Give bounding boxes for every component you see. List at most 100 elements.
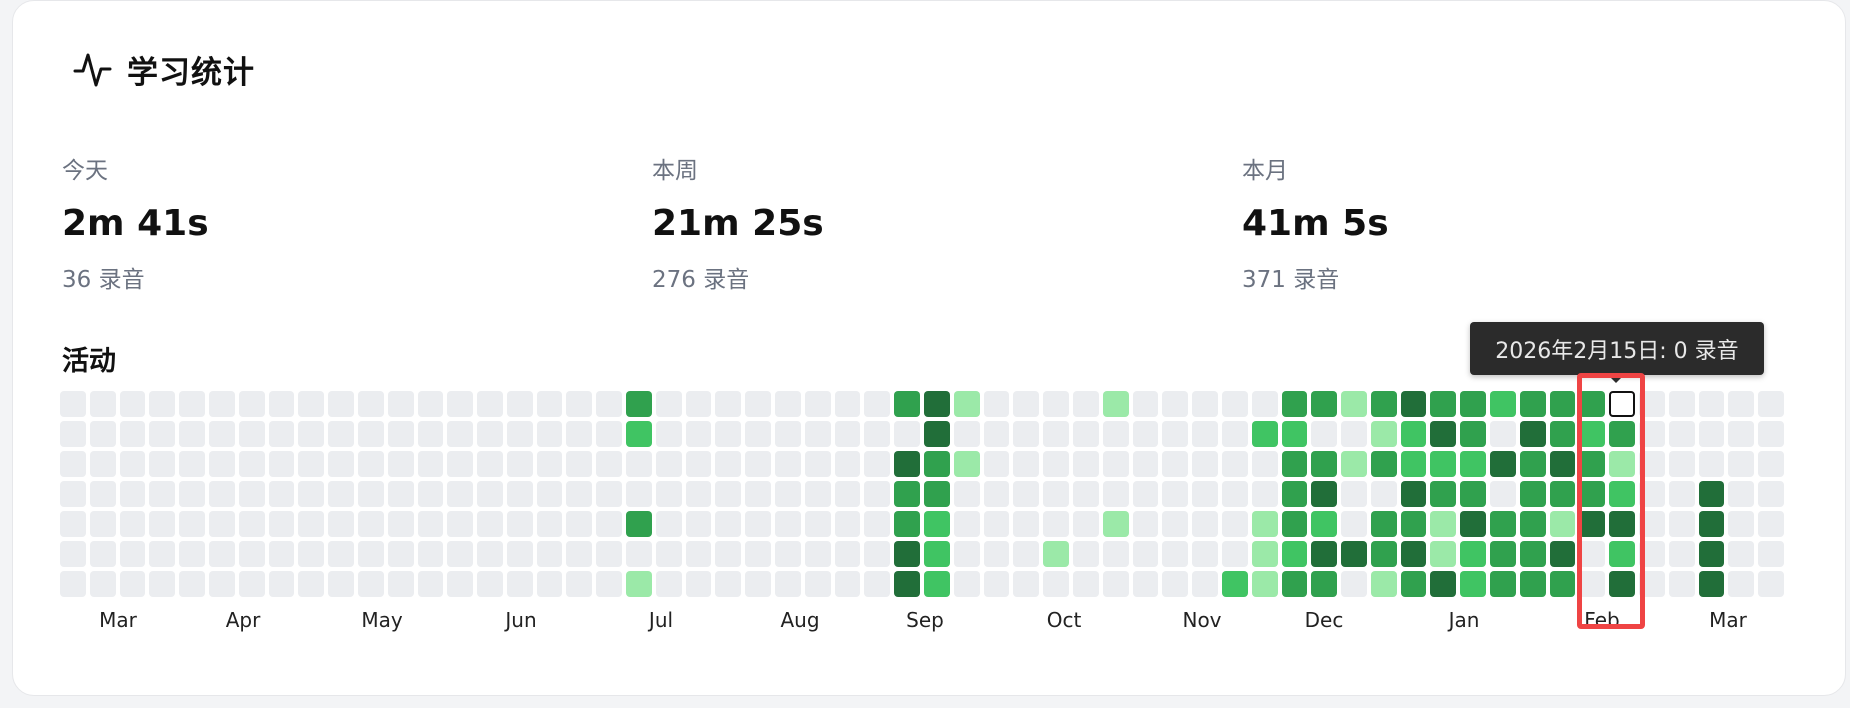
heatmap-cell[interactable] [1311, 451, 1338, 477]
heatmap-cell[interactable] [1519, 391, 1546, 417]
heatmap-cell[interactable] [566, 421, 593, 447]
heatmap-cell[interactable] [626, 481, 652, 507]
heatmap-cell[interactable] [715, 421, 742, 447]
heatmap-cell[interactable] [179, 541, 205, 567]
heatmap-cell[interactable] [60, 541, 86, 567]
heatmap-cell[interactable] [179, 391, 205, 417]
heatmap-cell[interactable] [1490, 421, 1516, 447]
heatmap-cell[interactable] [1639, 451, 1665, 477]
heatmap-cell[interactable] [1072, 481, 1099, 507]
heatmap-cell[interactable] [149, 421, 176, 447]
heatmap-cell[interactable] [1400, 511, 1427, 537]
heatmap-cell[interactable] [179, 451, 205, 477]
heatmap-cell[interactable] [1013, 511, 1040, 537]
heatmap-cell[interactable] [1251, 481, 1278, 507]
heatmap-cell[interactable] [506, 451, 533, 477]
heatmap-cell[interactable] [1132, 511, 1159, 537]
heatmap-cell[interactable] [1072, 451, 1099, 477]
heatmap-cell[interactable] [953, 541, 980, 567]
heatmap-cell[interactable] [1400, 451, 1427, 477]
heatmap-cell[interactable] [357, 481, 384, 507]
heatmap-cell[interactable] [1072, 571, 1099, 597]
heatmap-cell[interactable] [536, 571, 563, 597]
heatmap-cell[interactable] [149, 481, 176, 507]
heatmap-cell[interactable] [834, 541, 861, 567]
heatmap-cell[interactable] [745, 391, 772, 417]
heatmap-cell[interactable] [387, 421, 414, 447]
heatmap-cell[interactable] [1192, 391, 1218, 417]
heatmap-cell[interactable] [1519, 481, 1546, 507]
heatmap-cell[interactable] [983, 511, 1010, 537]
heatmap-cell[interactable] [387, 481, 414, 507]
heatmap-cell[interactable] [357, 511, 384, 537]
heatmap-cell[interactable] [596, 451, 623, 477]
heatmap-cell[interactable] [804, 421, 831, 447]
heatmap-cell[interactable] [208, 571, 235, 597]
heatmap-cell[interactable] [894, 511, 920, 537]
heatmap-cell[interactable] [685, 421, 712, 447]
heatmap-cell[interactable] [1639, 511, 1665, 537]
heatmap-cell[interactable] [1043, 391, 1069, 417]
heatmap-cell[interactable] [1758, 481, 1784, 507]
heatmap-cell[interactable] [834, 421, 861, 447]
heatmap-cell[interactable] [1192, 481, 1218, 507]
heatmap-cell[interactable] [775, 481, 801, 507]
heatmap-cell[interactable] [1043, 451, 1069, 477]
heatmap-cell[interactable] [357, 571, 384, 597]
heatmap-cell[interactable] [953, 421, 980, 447]
heatmap-cell[interactable] [1728, 511, 1755, 537]
heatmap-cell[interactable] [238, 541, 265, 567]
heatmap-cell[interactable] [1728, 421, 1755, 447]
heatmap-cell[interactable] [655, 511, 682, 537]
heatmap-cell[interactable] [506, 391, 533, 417]
heatmap-cell[interactable] [804, 391, 831, 417]
heatmap-cell[interactable] [804, 571, 831, 597]
heatmap-cell[interactable] [1519, 571, 1546, 597]
heatmap-cell[interactable] [477, 391, 503, 417]
heatmap-cell[interactable] [1519, 511, 1546, 537]
heatmap-cell[interactable] [1102, 451, 1129, 477]
heatmap-cell[interactable] [1311, 541, 1338, 567]
heatmap-cell[interactable] [1639, 481, 1665, 507]
heatmap-cell[interactable] [1728, 541, 1755, 567]
heatmap-cell[interactable] [536, 511, 563, 537]
heatmap-cell[interactable] [89, 541, 116, 567]
heatmap-cell[interactable] [1281, 451, 1308, 477]
heatmap-cell[interactable] [1698, 571, 1725, 597]
heatmap-cell[interactable] [417, 481, 444, 507]
heatmap-cell[interactable] [1698, 421, 1725, 447]
heatmap-cell[interactable] [1430, 541, 1457, 567]
heatmap-cell[interactable] [1013, 391, 1040, 417]
heatmap-cell[interactable] [775, 571, 801, 597]
heatmap-cell[interactable] [1221, 421, 1248, 447]
heatmap-cell[interactable] [1609, 571, 1636, 597]
heatmap-cell[interactable] [1698, 391, 1725, 417]
heatmap-cell[interactable] [417, 571, 444, 597]
heatmap-cell[interactable] [268, 421, 295, 447]
heatmap-cell[interactable] [1758, 451, 1784, 477]
heatmap-cell[interactable] [1311, 421, 1338, 447]
heatmap-cell[interactable] [924, 481, 950, 507]
heatmap-cell[interactable] [1281, 421, 1308, 447]
heatmap-cell[interactable] [924, 451, 950, 477]
heatmap-cell[interactable] [775, 421, 801, 447]
heatmap-cell[interactable] [1221, 481, 1248, 507]
heatmap-cell[interactable] [864, 511, 891, 537]
heatmap-cell[interactable] [1728, 391, 1755, 417]
heatmap-cell[interactable] [506, 481, 533, 507]
heatmap-cell[interactable] [864, 421, 891, 447]
heatmap-cell[interactable] [1281, 481, 1308, 507]
heatmap-cell[interactable] [894, 421, 920, 447]
heatmap-cell[interactable] [357, 541, 384, 567]
heatmap-cell[interactable] [208, 541, 235, 567]
heatmap-cell[interactable] [566, 541, 593, 567]
heatmap-cell[interactable] [1043, 541, 1069, 567]
heatmap-cell[interactable] [1072, 421, 1099, 447]
heatmap-cell[interactable] [1490, 541, 1516, 567]
heatmap-cell[interactable] [1400, 541, 1427, 567]
heatmap-cell[interactable] [1043, 571, 1069, 597]
heatmap-cell[interactable] [1430, 571, 1457, 597]
heatmap-cell[interactable] [1132, 481, 1159, 507]
heatmap-cell[interactable] [1668, 421, 1695, 447]
heatmap-cell[interactable] [1162, 451, 1189, 477]
